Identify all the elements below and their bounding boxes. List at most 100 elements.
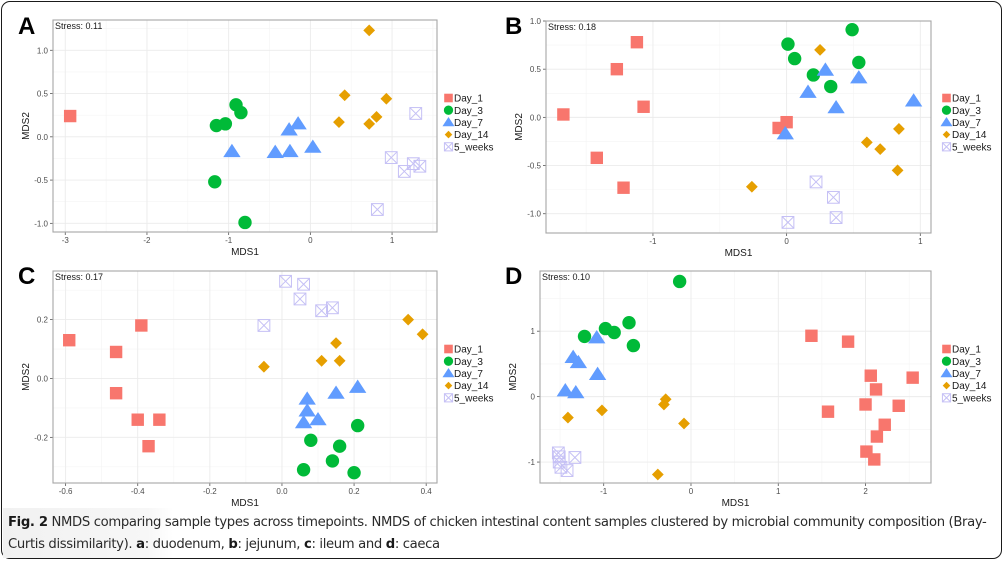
minor-gridlines — [546, 21, 931, 233]
panel-d: D -1 0 1 2 -1 0 1 MDS1 MDS2 Stress: 0.10 Day_1Day_3… — [505, 263, 991, 509]
caption-text: NMDS comparing sample types across timep… — [8, 515, 987, 552]
point-day-3 — [234, 105, 248, 120]
caption-c-text: : ileum and — [311, 537, 386, 552]
point-5-weeks — [809, 175, 823, 189]
point-day-14 — [416, 328, 429, 341]
y-tick-label: -1.0 — [527, 210, 541, 219]
series-day-1 — [63, 319, 166, 453]
legend-item-day-14: Day_14 — [444, 130, 489, 141]
point-day-14 — [860, 136, 873, 149]
point-5-weeks — [257, 319, 271, 332]
point-day-1 — [868, 453, 881, 466]
point-day-1 — [63, 333, 76, 347]
stress-annotation: Stress: 0.18 — [548, 22, 596, 32]
point-5-weeks — [568, 451, 582, 464]
point-day-1 — [617, 181, 630, 194]
point-day-1 — [869, 383, 883, 396]
data-points — [551, 274, 919, 481]
legend-item-5-weeks: 5_weeks — [443, 142, 493, 153]
point-day-3 — [824, 79, 838, 94]
legend-label: Day_3 — [454, 106, 483, 117]
point-day-7 — [816, 62, 835, 76]
point-day-14 — [651, 468, 664, 481]
point-day-3 — [347, 465, 361, 480]
plot-border — [52, 270, 438, 484]
point-day-14 — [330, 337, 342, 350]
series-5-weeks — [257, 274, 339, 332]
series-day-7 — [776, 62, 923, 140]
legend-key-diamond — [942, 381, 951, 390]
plot-border — [545, 20, 932, 234]
point-day-3 — [781, 37, 795, 51]
series-5-weeks — [781, 175, 843, 229]
point-day-3 — [238, 215, 252, 230]
legend-item-day-7: Day_7 — [940, 368, 981, 380]
point-day-7 — [266, 144, 284, 158]
y-tick-label: 1 — [531, 327, 536, 336]
point-day-1 — [109, 386, 123, 400]
point-5-weeks — [326, 301, 339, 315]
major-gridlines — [53, 271, 437, 483]
point-day-1 — [906, 371, 919, 384]
point-day-7 — [904, 93, 923, 107]
minor-gridlines — [53, 20, 437, 232]
caption-a: a — [136, 537, 145, 552]
panel-a: A -3 -2 -1 0 1 -1.0 -0.5 0.0 0.5 1.0 MDS1 MDS2 Stress… — [18, 13, 493, 258]
point-day-3 — [304, 433, 318, 448]
series-day-1 — [557, 36, 793, 194]
point-day-3 — [607, 325, 621, 340]
caption-d: d — [385, 537, 395, 552]
legend-item-day-7: Day_7 — [442, 368, 483, 380]
caption-c: c — [303, 537, 312, 552]
point-5-weeks — [827, 190, 840, 204]
point-day-7 — [281, 143, 299, 158]
y-tick-label: 0.2 — [37, 316, 49, 325]
point-5-weeks — [781, 216, 795, 229]
legend-label: Day_1 — [454, 94, 483, 105]
point-5-weeks — [297, 277, 310, 291]
point-day-1 — [805, 329, 818, 342]
point-day-14 — [370, 111, 383, 123]
series-day-7 — [294, 379, 367, 429]
legend-item-day-1: Day_1 — [444, 94, 483, 105]
legend-key-triangle — [442, 368, 455, 378]
y-tick-label: 0 — [531, 393, 536, 402]
point-day-7 — [309, 411, 327, 426]
legend-key-square — [942, 93, 951, 103]
legend-key-triangle — [940, 117, 953, 127]
legend-label: Day_1 — [454, 345, 483, 356]
y-tick-label: 0.5 — [37, 90, 49, 99]
point-day-1 — [142, 439, 155, 453]
major-gridlines — [53, 20, 437, 232]
x-tick-label: 2 — [863, 487, 868, 496]
legend-label: Day_3 — [454, 357, 483, 368]
y-axis-title: MDS2 — [514, 113, 525, 141]
series-day-14 — [745, 44, 905, 193]
point-day-1 — [153, 413, 166, 426]
point-day-1 — [109, 345, 123, 359]
point-day-3 — [577, 329, 592, 344]
legend-label: Day_1 — [952, 94, 981, 105]
legend-item-day-3: Day_3 — [941, 356, 981, 368]
legend-item-5-weeks: 5_weeks — [443, 393, 493, 404]
point-day-3 — [332, 439, 347, 453]
series-day-3 — [208, 98, 252, 230]
legend-item-day-1: Day_1 — [942, 94, 981, 105]
caption-b-text: : jejunum, — [237, 537, 304, 552]
x-tick-label: -1 — [600, 487, 608, 496]
legend-label: 5_weeks — [952, 142, 991, 153]
legend-key-square-x — [941, 142, 952, 152]
series-day-14 — [333, 24, 393, 130]
x-tick-label: 0.0 — [276, 487, 288, 496]
legend-item-5-weeks: 5_weeks — [941, 142, 991, 153]
point-5-weeks — [370, 203, 384, 216]
point-day-14 — [363, 24, 376, 37]
caption-b: b — [228, 537, 238, 552]
plot-background — [53, 271, 437, 483]
point-5-weeks — [384, 151, 398, 164]
legend-key-triangle — [442, 117, 455, 127]
point-5-weeks — [829, 211, 843, 224]
legend-key-diamond — [444, 381, 453, 390]
point-day-1 — [864, 369, 877, 382]
